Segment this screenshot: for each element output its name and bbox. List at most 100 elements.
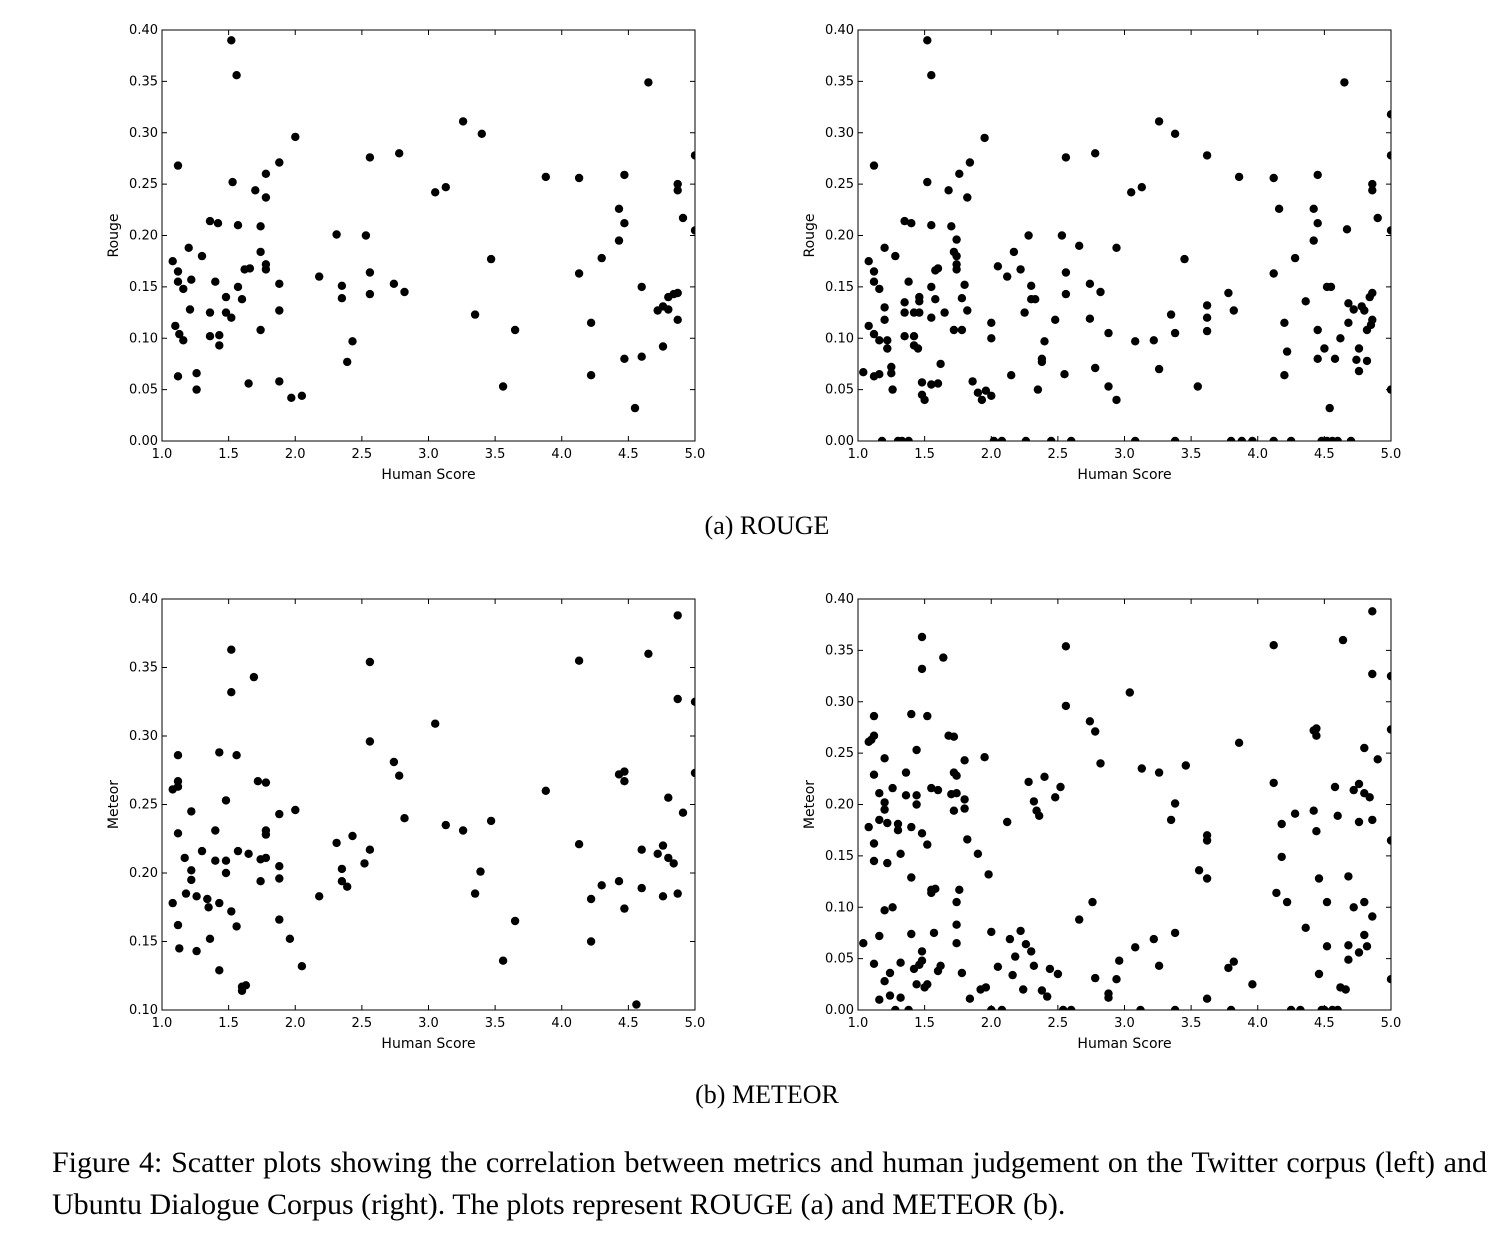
data-point	[1325, 403, 1334, 413]
data-point	[221, 868, 231, 878]
data-point	[673, 288, 682, 298]
data-point	[1282, 347, 1292, 356]
data-point	[949, 325, 959, 335]
data-point	[973, 388, 983, 397]
data-point	[963, 193, 972, 202]
data-point	[297, 391, 307, 400]
data-point	[993, 962, 1003, 971]
data-point	[192, 369, 201, 378]
data-point	[893, 819, 903, 829]
data-point	[907, 709, 916, 719]
data-point	[869, 267, 879, 276]
data-point	[245, 264, 255, 273]
data-point	[574, 656, 584, 665]
data-point	[1104, 328, 1113, 338]
x-tick-label: 4.0	[1247, 1016, 1268, 1031]
data-point	[1313, 219, 1322, 228]
data-point	[1075, 241, 1084, 250]
x-tick-label: 2.5	[352, 1016, 373, 1031]
data-point	[1290, 809, 1300, 818]
data-point	[400, 814, 409, 823]
data-point	[1047, 436, 1056, 441]
data-point	[1248, 436, 1257, 441]
data-point	[614, 877, 624, 886]
y-tick-label: 0.35	[825, 643, 854, 658]
data-point	[997, 1005, 1007, 1010]
x-tick-label: 3.5	[485, 447, 506, 462]
x-tick-label: 1.5	[218, 447, 239, 462]
data-point	[1333, 1005, 1342, 1010]
data-point	[291, 805, 300, 815]
data-point	[192, 892, 201, 901]
data-point	[1091, 727, 1100, 736]
data-point	[929, 928, 939, 938]
data-point	[869, 161, 879, 170]
data-point	[1096, 287, 1105, 297]
data-point	[1312, 731, 1321, 740]
data-point	[637, 352, 646, 361]
data-point	[987, 318, 996, 327]
data-point	[885, 991, 895, 1000]
data-point	[864, 822, 873, 832]
data-point	[233, 282, 243, 292]
data-point	[1075, 915, 1084, 924]
data-point	[673, 694, 682, 704]
data-point	[173, 777, 183, 786]
x-tick-label: 2.0	[981, 1016, 1002, 1031]
data-point	[1349, 305, 1358, 314]
data-point	[875, 336, 884, 345]
data-point	[987, 334, 996, 343]
data-point	[261, 853, 271, 863]
x-tick-label: 3.5	[485, 1016, 506, 1031]
data-point	[1051, 793, 1060, 802]
data-point	[1269, 641, 1278, 650]
data-point	[896, 993, 905, 1002]
data-point	[227, 907, 236, 916]
scatter-plot-ubuntu-rouge: 1.0 1.5 2.0 2.5 3.0 3.5 4.0 4.5 5.0 0.00 0.05 0.10 0…	[802, 23, 1401, 483]
data-point	[1096, 759, 1105, 768]
data-point	[221, 856, 231, 865]
data-point	[1154, 117, 1164, 126]
data-point	[904, 1005, 913, 1010]
data-point	[187, 866, 196, 875]
data-point	[337, 864, 347, 874]
data-point	[1112, 395, 1121, 405]
data-point	[586, 937, 596, 946]
y-axis-label: Meteor	[106, 780, 122, 829]
data-point	[1269, 269, 1278, 278]
data-point	[1037, 357, 1047, 367]
data-point	[880, 243, 889, 252]
data-point	[574, 840, 584, 849]
data-point	[936, 359, 945, 369]
data-point	[275, 158, 284, 167]
data-point	[275, 377, 284, 386]
y-tick-label: 0.15	[129, 280, 158, 295]
y-tick-label: 0.35	[825, 74, 854, 89]
data-point	[343, 882, 352, 891]
data-point	[213, 219, 223, 228]
data-point	[337, 294, 347, 303]
data-point	[1269, 436, 1278, 441]
data-point	[1344, 872, 1353, 881]
data-point	[261, 830, 271, 839]
data-point	[470, 310, 480, 319]
data-point	[877, 436, 887, 441]
x-tick-label: 3.0	[1114, 1016, 1135, 1031]
data-point	[395, 149, 404, 158]
data-point	[1059, 1005, 1068, 1010]
data-point	[1290, 253, 1300, 263]
data-point	[227, 36, 236, 45]
data-point	[498, 956, 508, 965]
data-point	[1051, 315, 1060, 324]
data-point	[653, 849, 662, 858]
data-point	[1131, 436, 1140, 441]
data-point	[864, 257, 873, 266]
data-point	[952, 939, 961, 948]
data-point	[859, 368, 868, 377]
data-point	[936, 961, 945, 970]
data-point	[923, 840, 932, 849]
data-point	[1368, 669, 1377, 679]
data-point	[923, 980, 932, 989]
data-point	[1330, 782, 1340, 792]
data-point	[256, 325, 265, 335]
